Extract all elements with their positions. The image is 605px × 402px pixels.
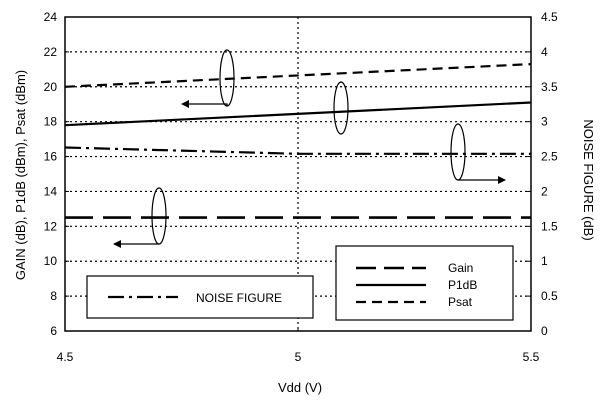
x-tick-label: 4.5	[57, 350, 74, 364]
noise-legend-label: NOISE FIGURE	[196, 291, 282, 305]
series-line-psat	[64, 63, 532, 88]
y-right-tick-label: 0	[541, 324, 548, 338]
legends: NOISE FIGURE Gain P1dB Psat	[86, 245, 514, 321]
annotations	[113, 49, 506, 248]
y-tick-label: 10	[44, 254, 58, 268]
y-right-tick-label: 1.5	[541, 219, 558, 233]
y-tick-label: 16	[44, 150, 58, 164]
y-right-tick-label: 2	[541, 184, 548, 198]
y-tick-label: 8	[50, 289, 57, 303]
y-right-tick-label: 1	[541, 254, 548, 268]
legend-label-p1db: P1dB	[448, 278, 477, 292]
annotation-ellipse	[450, 123, 466, 181]
y-tick-label: 12	[44, 219, 58, 233]
y-right-tick-label: 0.5	[541, 289, 558, 303]
y-tick-label: 18	[44, 115, 58, 129]
y-axis-label: GAIN (dB), P1dB (dBm), Psat (dBm)	[13, 70, 28, 280]
y-tick-label: 24	[44, 10, 58, 24]
y-tick-label: 14	[44, 184, 58, 198]
main-legend-box	[335, 245, 514, 321]
y-right-tick-label: 4	[541, 45, 548, 59]
x-tick-label: 5.5	[523, 350, 540, 364]
legend-label-gain: Gain	[448, 261, 473, 275]
y-tick-label: 20	[44, 80, 58, 94]
y-tick-label: 22	[44, 45, 58, 59]
tick-labels: 6 8 10 12 14 16 18 20 22 24 0 0.5 1 1.5 2 2.5 3 3.5 4 4.5 4.…	[44, 10, 558, 364]
x-tick-label: 5	[295, 350, 302, 364]
x-axis-label: Vdd (V)	[278, 380, 322, 395]
annotation-arrow	[181, 100, 228, 108]
y-right-tick-label: 2.5	[541, 150, 558, 164]
y-right-tick-label: 3.5	[541, 80, 558, 94]
noise-legend-box	[86, 275, 314, 319]
y-right-tick-label: 3	[541, 115, 548, 129]
y-axis-label-right: NOISE FIGURE (dB)	[581, 119, 596, 240]
annotation-ellipse	[333, 81, 349, 135]
y-right-tick-label: 4.5	[541, 10, 558, 24]
annotation-ellipse	[151, 187, 167, 245]
series-lines	[64, 63, 532, 219]
legend-label-psat: Psat	[448, 295, 473, 309]
series-line-p1db	[64, 101, 532, 127]
series-line-noise-figure	[64, 146, 531, 155]
y-tick-label: 6	[50, 324, 57, 338]
